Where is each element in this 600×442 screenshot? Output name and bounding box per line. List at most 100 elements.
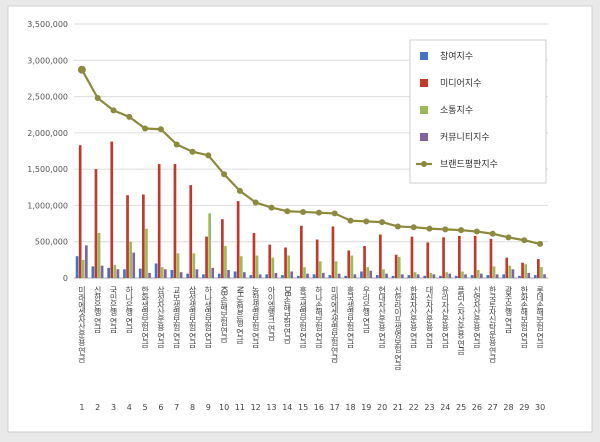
x-category-name: 삼성자산운용 연금 [156,285,165,348]
bar-1-7 [170,270,174,278]
x-tick-label: 3 [111,403,116,412]
bar-3-16 [318,261,322,278]
y-tick-label: 500,000 [35,238,68,247]
brand-index-point [394,223,401,230]
bar-1-10 [217,273,221,278]
bar-2-15 [300,225,303,278]
y-tick-label: 3,500,000 [27,20,68,29]
bar-1-25 [454,275,458,278]
x-category-name: 미래에셋자산운용 연금 [77,286,86,363]
bar-1-18 [344,275,348,278]
bar-1-9 [202,274,205,278]
brand-index-point [252,199,259,206]
x-category-name: 하나은행 연금 [124,285,133,333]
bar-3-1 [81,259,85,278]
bar-2-19 [363,246,366,278]
bar-1-16 [312,274,316,278]
bar-4-20 [385,273,388,278]
bar-4-25 [464,274,467,278]
x-tick-label: 9 [206,403,211,412]
bar-3-29 [524,264,527,278]
legend-entry: 소통지수 [440,105,473,116]
x-tick-label: 30 [535,403,545,412]
bar-3-15 [303,267,306,278]
x-category-name: 국민은행 연금 [109,286,118,333]
bar-4-11 [242,272,246,278]
bar-4-28 [511,269,515,278]
bar-1-2 [91,266,95,278]
bar-3-18 [350,255,354,278]
x-tick-label: 24 [440,403,450,412]
brand-index-point [521,237,528,244]
x-tick-label: 17 [330,403,340,412]
bar-1-5 [138,268,142,278]
bar-4-17 [337,273,341,278]
brand-index-point [473,228,480,235]
bar-4-22 [416,274,420,278]
bar-4-19 [369,270,373,278]
legend-entry: 참여지수 [440,50,473,62]
bar-3-12 [255,255,259,278]
bar-3-28 [508,265,512,278]
x-category-name: 현대자산운용 연금 [377,286,386,348]
bar-1-20 [375,275,379,278]
bar-4-8 [195,269,199,278]
x-tick-label: 13 [266,403,276,412]
bar-3-3 [113,264,117,278]
bar-2-6 [157,164,161,278]
bar-4-1 [84,245,88,278]
x-tick-label: 8 [190,403,195,412]
bar-3-9 [208,213,211,278]
brand-index-point [331,210,338,217]
bar-4-15 [306,273,309,278]
bar-3-6 [160,267,164,278]
x-category-name: DB손해보험 연금 [283,286,292,343]
bar-series [75,141,546,278]
brand-index-point [268,204,275,211]
bar-2-17 [331,226,335,278]
x-tick-label: 15 [298,403,308,412]
x-tick-label: 25 [456,403,466,412]
bar-4-12 [258,274,262,278]
y-tick-label: 1,500,000 [27,165,68,174]
bar-1-29 [518,275,521,278]
brand-index-point [426,225,433,232]
bar-1-13 [265,274,269,278]
y-tick-label: 0 [63,274,68,283]
y-tick-label: 3,000,000 [27,56,68,65]
brand-index-point [284,208,291,215]
bar-3-25 [461,271,464,278]
brand-index-point [300,208,307,215]
brand-index-line [77,65,544,247]
x-tick-label: 16 [314,403,324,412]
bar-1-11 [233,271,237,278]
y-tick-label: 1,000,000 [27,201,68,210]
bar-1-6 [154,263,158,278]
bar-2-20 [379,234,382,278]
brand-index-point [94,95,101,102]
x-category-name: 흥국생명보험 연금 [346,285,355,348]
x-tick-label: 22 [409,403,419,412]
legend-entry: 브랜드평판지수 [440,159,498,170]
bar-3-23 [429,272,433,278]
legend-box [409,39,547,184]
bar-2-13 [268,244,272,278]
brand-index-point [77,65,86,74]
brand-index-point [126,113,133,120]
x-category-name: 농협생명보험 연금 [251,286,260,348]
legend-entry: 미디어지수 [440,78,481,89]
bar-2-12 [252,233,256,278]
bar-2-2 [94,169,98,278]
brand-index-point [173,141,180,148]
brand-index-point [236,187,243,194]
brand-index-point [347,217,354,224]
bar-2-18 [347,250,351,278]
bar-3-13 [271,257,275,278]
x-tick-label: 19 [361,403,371,412]
bar-4-3 [116,269,120,278]
bar-4-10 [227,270,230,278]
bar-1-17 [328,275,332,278]
bar-4-14 [290,271,294,278]
brand-index-point [110,107,117,114]
